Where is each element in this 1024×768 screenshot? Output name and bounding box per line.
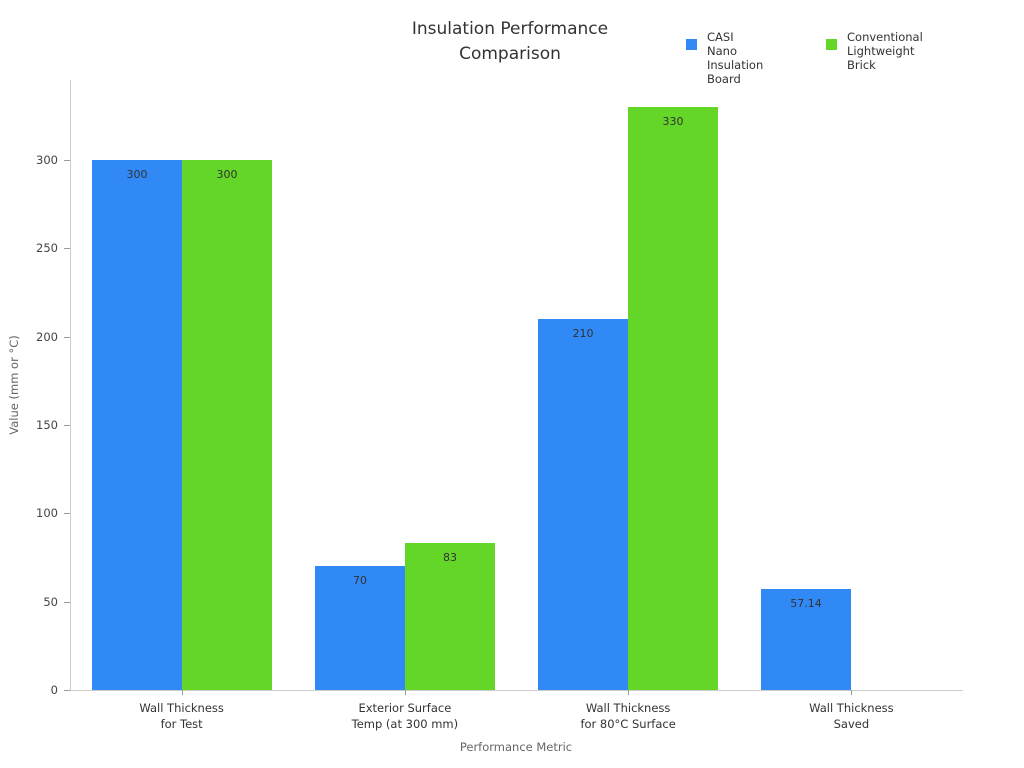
- y-tick-label: 300: [36, 153, 58, 167]
- x-tick-label: Wall Thickness for 80°C Surface: [580, 701, 676, 731]
- y-tick-label-wrap: 100: [0, 507, 58, 519]
- bar-value-label: 70: [353, 574, 367, 587]
- y-tick-label: 100: [36, 506, 58, 521]
- y-tick-label-wrap: 250: [0, 242, 58, 254]
- y-tick-label: 0: [50, 683, 58, 697]
- y-tick-mark: [64, 248, 70, 250]
- y-tick-label-wrap: 0: [0, 684, 58, 696]
- x-tick-mark: [405, 690, 406, 695]
- bar-series-0-group-0[interactable]: 300: [92, 160, 182, 690]
- y-tick-label-wrap: 300: [0, 154, 58, 166]
- x-tick-mark: [851, 690, 852, 695]
- y-tick-mark: [64, 601, 70, 603]
- chart-title: Insulation Performance Comparison: [411, 19, 609, 64]
- bar-series-1-group-2[interactable]: 330: [628, 107, 718, 690]
- y-tick-label: 250: [36, 241, 58, 256]
- y-tick-label-wrap: 50: [0, 596, 58, 608]
- legend-swatch-icon-series-1: [826, 39, 837, 50]
- y-tick-label: 50: [43, 594, 58, 609]
- x-tick-mark: [628, 690, 629, 695]
- bar-series-0-group-2[interactable]: 210: [538, 319, 628, 690]
- y-tick-label-wrap: 150: [0, 419, 58, 431]
- bar-series-0-group-3[interactable]: 57.14: [761, 589, 851, 690]
- legend-label-series-1: Conventional Lightweight Brick: [847, 30, 923, 72]
- x-axis-spine: [70, 690, 963, 691]
- bar-series-0-group-1[interactable]: 70: [315, 566, 405, 690]
- bar-series-1-group-1[interactable]: 83: [405, 543, 495, 690]
- y-tick-mark: [64, 513, 70, 515]
- bar-value-label: 57.14: [790, 597, 822, 610]
- y-tick-mark: [64, 336, 70, 338]
- x-tick-label: Wall Thickness Saved: [809, 701, 894, 731]
- y-axis-spine: [70, 80, 71, 691]
- legend-label-series-0: CASI Nano Insulation Board: [707, 30, 764, 86]
- bar-value-label: 210: [572, 327, 594, 340]
- chart-legend: CASI Nano Insulation Board Conventional …: [680, 30, 980, 86]
- x-tick-label: Exterior Surface Temp (at 300 mm): [351, 701, 459, 731]
- bar-value-label: 83: [443, 551, 457, 564]
- y-axis-label: Value (mm or °C): [7, 335, 21, 435]
- y-tick-label: 150: [36, 418, 58, 432]
- x-tick-mark: [182, 690, 183, 695]
- y-tick-mark: [64, 425, 70, 426]
- bar-value-label: 330: [662, 115, 684, 128]
- bar-series-1-group-0[interactable]: 300: [182, 160, 272, 690]
- y-tick-label: 200: [36, 329, 58, 344]
- x-axis-label: Performance Metric: [459, 740, 573, 754]
- y-tick-mark: [64, 690, 70, 691]
- y-tick-mark: [64, 160, 70, 161]
- bar-value-label: 300: [126, 168, 148, 181]
- y-tick-label-wrap: 200: [0, 331, 58, 343]
- x-tick-label: Wall Thickness for Test: [139, 701, 224, 731]
- bar-value-label: 300: [216, 168, 238, 181]
- legend-swatch-icon-series-0: [686, 39, 697, 50]
